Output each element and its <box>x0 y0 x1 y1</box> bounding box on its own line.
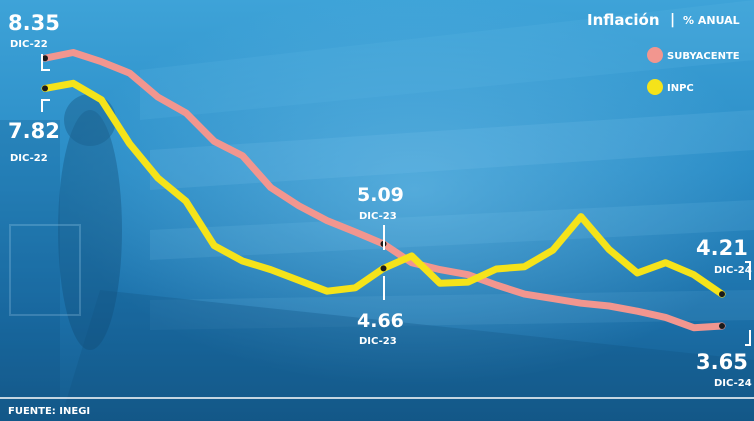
data-point-inpc <box>268 267 273 272</box>
data-point-subyacente <box>522 292 527 297</box>
data-point-subyacente <box>155 95 160 99</box>
data-point-subyacente <box>607 304 612 308</box>
data-point-subyacente <box>579 301 583 306</box>
data-point-subyacente <box>296 203 301 208</box>
annotated-point-marker <box>380 265 387 272</box>
data-point-subyacente <box>466 272 471 277</box>
legend-swatch-inpc <box>647 79 663 95</box>
data-point-subyacente <box>184 110 188 115</box>
legend-label-inpc: INPC <box>667 83 694 94</box>
data-point-inpc <box>494 267 499 271</box>
data-point-subyacente <box>325 218 330 223</box>
data-point-inpc <box>691 272 696 277</box>
data-point-inpc <box>127 141 132 146</box>
data-point-subyacente <box>635 309 640 314</box>
data-point-inpc <box>99 97 104 102</box>
annotation-sub-start-value: 8.35 <box>8 11 60 35</box>
annotation-inpc-start-value: 7.82 <box>8 119 60 143</box>
data-point-inpc <box>155 175 160 180</box>
data-point-inpc <box>325 289 330 294</box>
data-point-subyacente <box>268 185 273 190</box>
data-point-subyacente <box>240 153 245 158</box>
data-point-subyacente <box>99 59 104 64</box>
data-point-inpc <box>607 247 612 252</box>
legend: SUBYACENTE INPC <box>647 47 740 95</box>
legend-swatch-subyacente <box>647 47 663 63</box>
annotation-inpc-end-date: DIC-24 <box>714 265 752 276</box>
annotated-point-marker <box>42 55 48 62</box>
data-point-subyacente <box>353 230 358 234</box>
data-point-inpc <box>550 248 555 253</box>
source-note: FUENTE: INEGI <box>8 406 90 417</box>
annotation-sub-end-value: 3.65 <box>696 350 748 374</box>
series-inpc <box>41 79 726 298</box>
data-point-inpc <box>522 264 527 269</box>
annotated-point-marker <box>42 85 48 92</box>
data-point-inpc <box>212 243 217 248</box>
annotation-inpc-mid-value: 4.66 <box>357 310 404 332</box>
annotation-inpc-mid-date: DIC-23 <box>359 336 397 347</box>
data-point-inpc <box>240 259 245 263</box>
data-point-inpc <box>184 199 188 204</box>
data-point-inpc <box>663 260 668 265</box>
data-point-inpc <box>437 281 442 286</box>
data-point-subyacente <box>550 296 555 301</box>
title-separator: | <box>670 12 675 28</box>
annotation-sub-end-date: DIC-24 <box>714 378 752 389</box>
annotated-point-marker <box>719 291 725 298</box>
chart-title: Inflación <box>587 11 660 29</box>
data-point-subyacente <box>71 50 76 55</box>
data-point-subyacente <box>663 315 668 320</box>
data-point-subyacente <box>437 267 442 272</box>
data-point-inpc <box>409 253 414 258</box>
data-point-inpc <box>296 278 301 283</box>
legend-label-subyacente: SUBYACENTE <box>667 51 740 62</box>
annotated-point-marker <box>719 323 725 329</box>
data-point-inpc <box>466 280 471 285</box>
data-point-subyacente <box>494 283 499 287</box>
data-point-inpc <box>579 214 583 219</box>
data-point-inpc <box>71 81 76 86</box>
data-point-inpc <box>635 271 640 275</box>
data-point-subyacente <box>212 139 217 144</box>
data-point-subyacente <box>691 325 696 330</box>
annotation-sub-mid-date: DIC-23 <box>359 211 397 222</box>
data-point-inpc <box>353 285 358 290</box>
annotation-sub-mid-value: 5.09 <box>357 184 404 206</box>
annotation-inpc-end-value: 4.21 <box>696 236 748 260</box>
annotation-inpc-start-date: DIC-22 <box>10 153 48 164</box>
annotation-sub-start-date: DIC-22 <box>10 39 48 50</box>
chart-unit: % ANUAL <box>683 14 740 27</box>
data-point-subyacente <box>127 71 132 76</box>
callout-leaders <box>41 54 751 346</box>
